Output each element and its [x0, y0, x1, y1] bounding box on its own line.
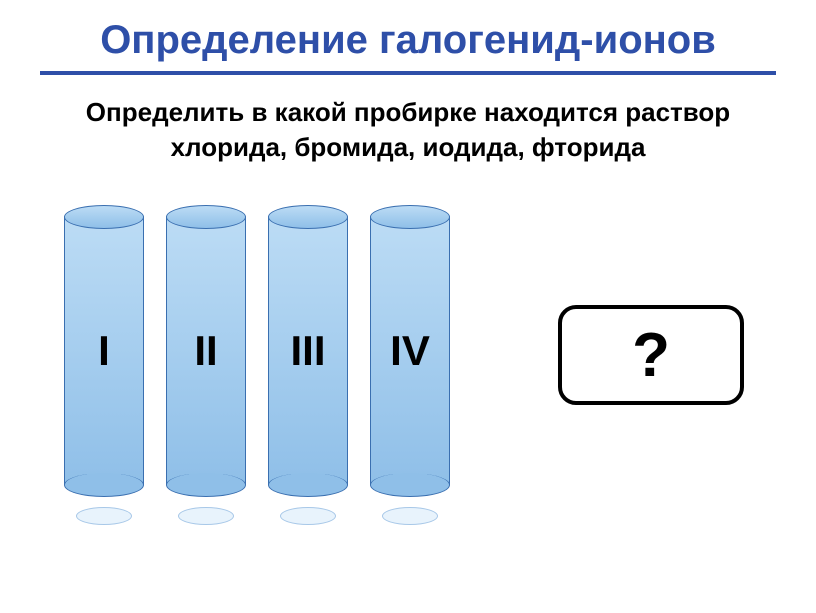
tube-drop — [280, 507, 336, 525]
tube-bottom — [64, 473, 144, 497]
tube-drop — [178, 507, 234, 525]
subtitle-line2: хлорида, бромида, иодида, фторида — [171, 132, 646, 162]
tube-label: II — [194, 327, 217, 375]
tube-4: IV — [370, 205, 450, 497]
content-area: I II III IV ? — [0, 165, 816, 565]
tube-label: I — [98, 327, 110, 375]
tube-body: II — [166, 217, 246, 485]
subtitle: Определить в какой пробирке находится ра… — [0, 95, 816, 165]
question-mark-icon: ? — [632, 320, 670, 391]
tube-bottom — [166, 473, 246, 497]
subtitle-line1: Определить в какой пробирке находится ра… — [86, 97, 730, 127]
tube-bottom — [268, 473, 348, 497]
tube-bottom — [370, 473, 450, 497]
tube-3: III — [268, 205, 348, 497]
tube-drop — [382, 507, 438, 525]
title-underline — [40, 71, 776, 75]
tube-label: III — [290, 327, 325, 375]
tube-body: I — [64, 217, 144, 485]
tube-body: III — [268, 217, 348, 485]
page-title: Определение галогенид-ионов — [0, 0, 816, 71]
tube-drop — [76, 507, 132, 525]
tube-body: IV — [370, 217, 450, 485]
tube-label: IV — [390, 327, 430, 375]
tube-2: II — [166, 205, 246, 497]
question-box[interactable]: ? — [558, 305, 744, 405]
tube-1: I — [64, 205, 144, 497]
